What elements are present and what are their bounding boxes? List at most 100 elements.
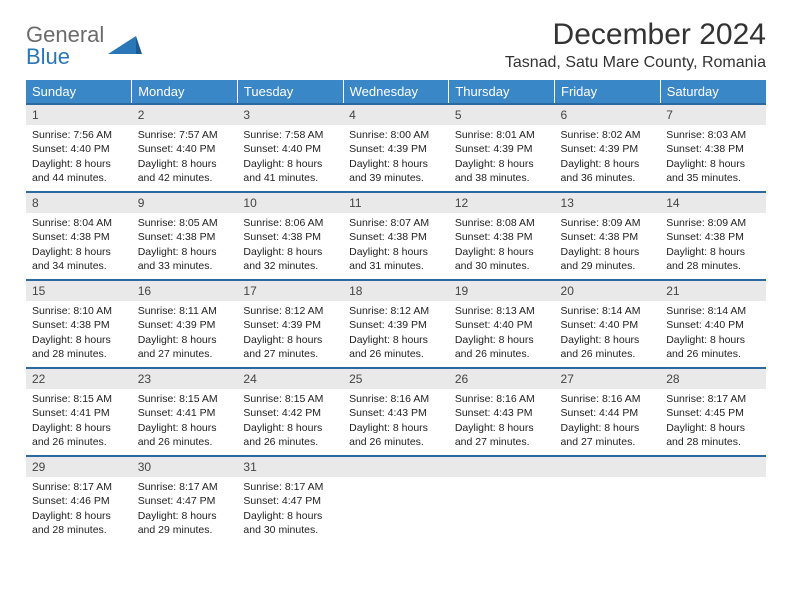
sunset-line: Sunset: 4:38 PM (666, 230, 760, 244)
day-body: Sunrise: 8:04 AMSunset: 4:38 PMDaylight:… (26, 213, 132, 277)
daylight-line: Daylight: 8 hours and 28 minutes. (32, 509, 126, 537)
sunrise-line: Sunrise: 8:13 AM (455, 304, 549, 318)
day-body (343, 477, 449, 537)
calendar-day-cell (449, 455, 555, 543)
day-body: Sunrise: 8:05 AMSunset: 4:38 PMDaylight:… (132, 213, 238, 277)
day-number: 13 (555, 191, 661, 213)
calendar-day-cell (555, 455, 661, 543)
sunset-line: Sunset: 4:46 PM (32, 494, 126, 508)
sunrise-line: Sunrise: 8:09 AM (666, 216, 760, 230)
day-number: 20 (555, 279, 661, 301)
daylight-line: Daylight: 8 hours and 34 minutes. (32, 245, 126, 273)
day-number: 3 (237, 103, 343, 125)
daylight-line: Daylight: 8 hours and 27 minutes. (138, 333, 232, 361)
sunset-line: Sunset: 4:43 PM (349, 406, 443, 420)
daylight-line: Daylight: 8 hours and 41 minutes. (243, 157, 337, 185)
sunrise-line: Sunrise: 8:15 AM (32, 392, 126, 406)
sunset-line: Sunset: 4:39 PM (138, 318, 232, 332)
month-title: December 2024 (505, 18, 766, 52)
daylight-line: Daylight: 8 hours and 26 minutes. (349, 333, 443, 361)
sunset-line: Sunset: 4:40 PM (138, 142, 232, 156)
sunset-line: Sunset: 4:47 PM (243, 494, 337, 508)
calendar-day-cell: 13Sunrise: 8:09 AMSunset: 4:38 PMDayligh… (555, 191, 661, 279)
day-body (449, 477, 555, 537)
sunrise-line: Sunrise: 8:12 AM (349, 304, 443, 318)
day-body (555, 477, 661, 537)
day-body: Sunrise: 8:15 AMSunset: 4:42 PMDaylight:… (237, 389, 343, 453)
sunset-line: Sunset: 4:39 PM (243, 318, 337, 332)
sunset-line: Sunset: 4:39 PM (349, 142, 443, 156)
weekday-header: Thursday (449, 80, 555, 103)
daylight-line: Daylight: 8 hours and 32 minutes. (243, 245, 337, 273)
day-number: 19 (449, 279, 555, 301)
sunset-line: Sunset: 4:43 PM (455, 406, 549, 420)
day-body: Sunrise: 8:15 AMSunset: 4:41 PMDaylight:… (132, 389, 238, 453)
calendar-day-cell: 3Sunrise: 7:58 AMSunset: 4:40 PMDaylight… (237, 103, 343, 191)
day-body: Sunrise: 8:03 AMSunset: 4:38 PMDaylight:… (660, 125, 766, 189)
sunrise-line: Sunrise: 8:05 AM (138, 216, 232, 230)
day-number: 28 (660, 367, 766, 389)
header: General Blue December 2024 Tasnad, Satu … (26, 18, 766, 72)
day-number (555, 455, 661, 477)
sunset-line: Sunset: 4:39 PM (455, 142, 549, 156)
daylight-line: Daylight: 8 hours and 28 minutes. (666, 245, 760, 273)
sunrise-line: Sunrise: 8:01 AM (455, 128, 549, 142)
sunrise-line: Sunrise: 8:17 AM (243, 480, 337, 494)
sunset-line: Sunset: 4:45 PM (666, 406, 760, 420)
day-number: 16 (132, 279, 238, 301)
day-number: 30 (132, 455, 238, 477)
sunrise-line: Sunrise: 8:16 AM (349, 392, 443, 406)
day-number: 27 (555, 367, 661, 389)
calendar-day-cell: 14 Sunrise: 8:09 AMSunset: 4:38 PMDayligh… (660, 191, 766, 279)
calendar-week-row: 8Sunrise: 8:04 AMSunset: 4:38 PMDaylight… (26, 191, 766, 279)
calendar-day-cell: 26Sunrise: 8:16 AMSunset: 4:43 PMDayligh… (449, 367, 555, 455)
calendar-week-row: 1Sunrise: 7:56 AMSunset: 4:40 PMDaylight… (26, 103, 766, 191)
day-body: Sunrise: 8:17 AMSunset: 4:46 PMDaylight:… (26, 477, 132, 541)
calendar-day-cell: 15Sunrise: 8:10 AMSunset: 4:38 PMDayligh… (26, 279, 132, 367)
sunset-line: Sunset: 4:38 PM (243, 230, 337, 244)
sunset-line: Sunset: 4:38 PM (32, 318, 126, 332)
daylight-line: Daylight: 8 hours and 42 minutes. (138, 157, 232, 185)
sunset-line: Sunset: 4:38 PM (455, 230, 549, 244)
day-number: 24 (237, 367, 343, 389)
sunset-line: Sunset: 4:40 PM (561, 318, 655, 332)
calendar-day-cell: 30Sunrise: 8:17 AMSunset: 4:47 PMDayligh… (132, 455, 238, 543)
daylight-line: Daylight: 8 hours and 26 minutes. (138, 421, 232, 449)
day-body: Sunrise: 8:09 AMSunset: 4:38 PMDaylight:… (555, 213, 661, 277)
calendar-day-cell: 31Sunrise: 8:17 AMSunset: 4:47 PMDayligh… (237, 455, 343, 543)
calendar-table: SundayMondayTuesdayWednesdayThursdayFrid… (26, 80, 766, 543)
weekday-header: Monday (132, 80, 238, 103)
day-body: Sunrise: 8:16 AMSunset: 4:43 PMDaylight:… (449, 389, 555, 453)
day-number: 2 (132, 103, 238, 125)
sunrise-line: Sunrise: 8:02 AM (561, 128, 655, 142)
calendar-day-cell: 29Sunrise: 8:17 AMSunset: 4:46 PMDayligh… (26, 455, 132, 543)
sunset-line: Sunset: 4:42 PM (243, 406, 337, 420)
daylight-line: Daylight: 8 hours and 35 minutes. (666, 157, 760, 185)
day-number: 1 (26, 103, 132, 125)
weekday-header-row: SundayMondayTuesdayWednesdayThursdayFrid… (26, 80, 766, 103)
daylight-line: Daylight: 8 hours and 33 minutes. (138, 245, 232, 273)
daylight-line: Daylight: 8 hours and 31 minutes. (349, 245, 443, 273)
day-number: 9 (132, 191, 238, 213)
sunset-line: Sunset: 4:39 PM (349, 318, 443, 332)
calendar-week-row: 15Sunrise: 8:10 AMSunset: 4:38 PMDayligh… (26, 279, 766, 367)
day-body: Sunrise: 8:01 AMSunset: 4:39 PMDaylight:… (449, 125, 555, 189)
logo-word-bottom: Blue (26, 44, 70, 69)
calendar-week-row: 29Sunrise: 8:17 AMSunset: 4:46 PMDayligh… (26, 455, 766, 543)
day-number: 11 (343, 191, 449, 213)
day-body: Sunrise: 7:58 AMSunset: 4:40 PMDaylight:… (237, 125, 343, 189)
calendar-day-cell: 4Sunrise: 8:00 AMSunset: 4:39 PMDaylight… (343, 103, 449, 191)
day-body: Sunrise: 8:16 AMSunset: 4:44 PMDaylight:… (555, 389, 661, 453)
calendar-day-cell: 8Sunrise: 8:04 AMSunset: 4:38 PMDaylight… (26, 191, 132, 279)
calendar-day-cell: 1Sunrise: 7:56 AMSunset: 4:40 PMDaylight… (26, 103, 132, 191)
sunrise-line: Sunrise: 7:58 AM (243, 128, 337, 142)
calendar-body: 1Sunrise: 7:56 AMSunset: 4:40 PMDaylight… (26, 103, 766, 543)
sunrise-line: Sunrise: 8:17 AM (138, 480, 232, 494)
day-number: 14 (660, 191, 766, 213)
sunrise-line: Sunrise: 8:07 AM (349, 216, 443, 230)
day-number: 5 (449, 103, 555, 125)
calendar-day-cell: 20Sunrise: 8:14 AMSunset: 4:40 PMDayligh… (555, 279, 661, 367)
day-number: 21 (660, 279, 766, 301)
calendar-day-cell: 7Sunrise: 8:03 AMSunset: 4:38 PMDaylight… (660, 103, 766, 191)
day-body: Sunrise: 8:17 AMSunset: 4:47 PMDaylight:… (132, 477, 238, 541)
